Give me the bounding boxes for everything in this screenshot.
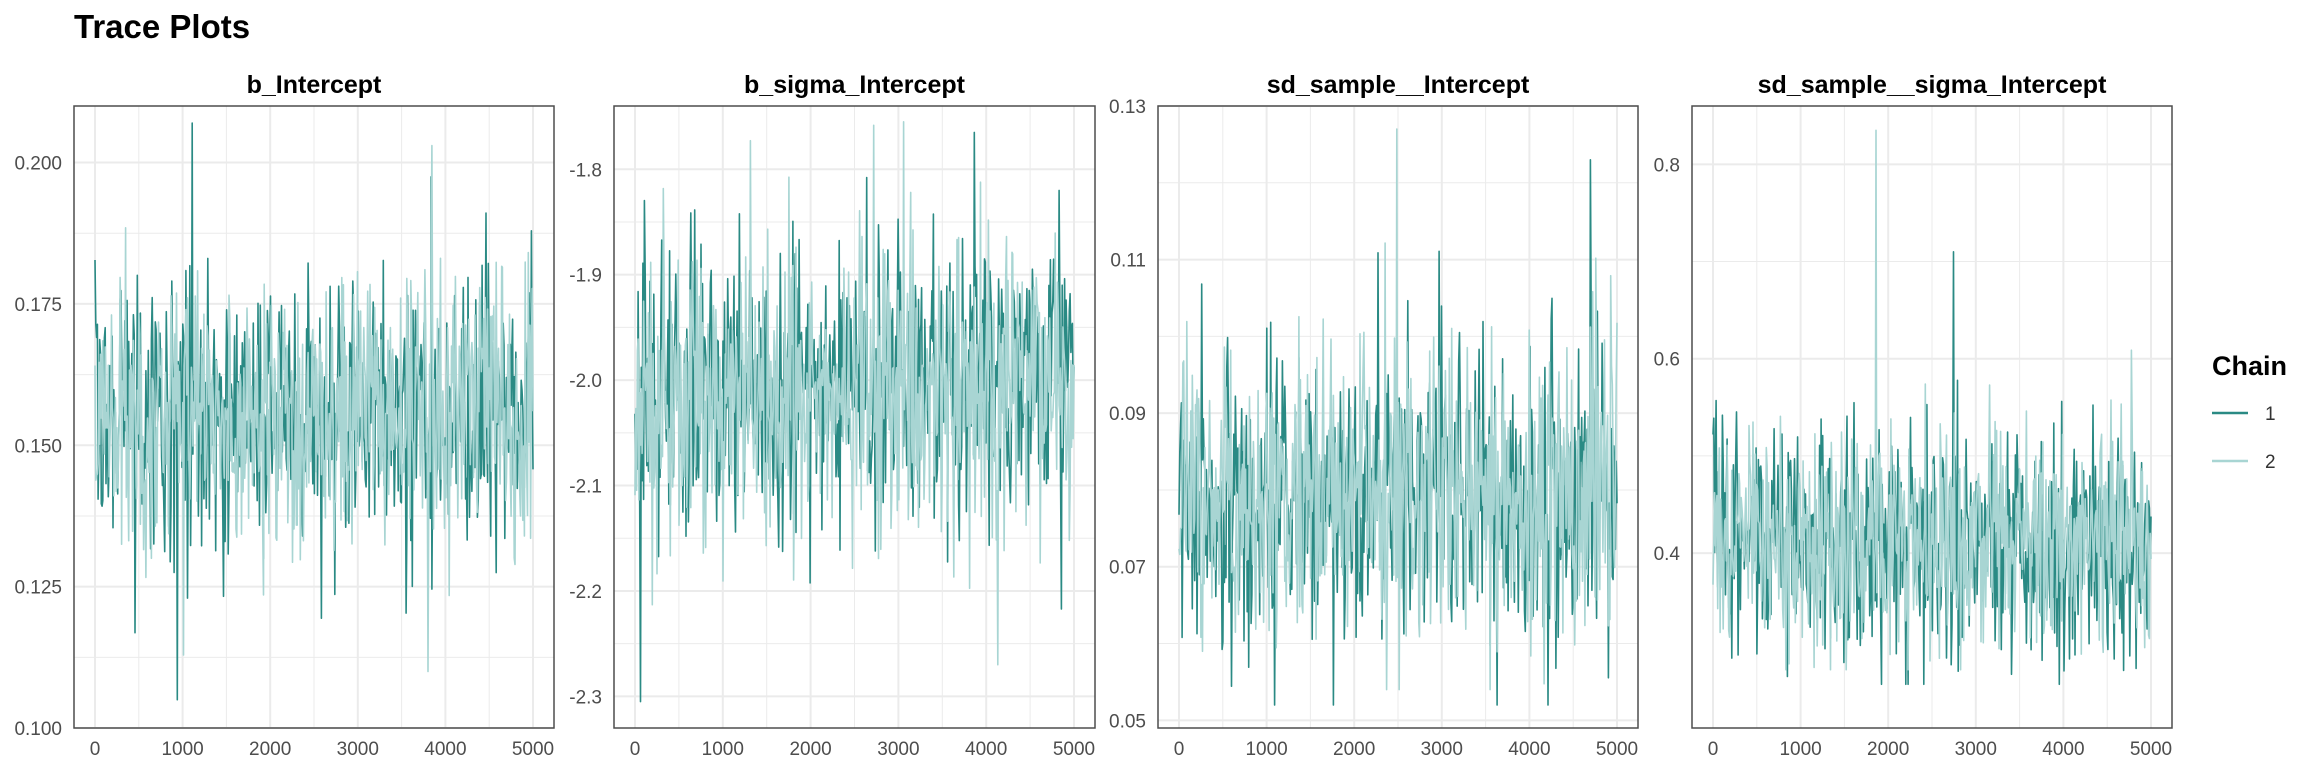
panel-border xyxy=(613,105,1096,729)
x-tick-label: 3000 xyxy=(877,739,919,760)
y-tick-label: 0.100 xyxy=(14,719,62,740)
y-tick-label: 0.11 xyxy=(1110,251,1146,272)
x-tick-label: 5000 xyxy=(2130,739,2172,760)
y-tick-label: 0.13 xyxy=(1109,97,1146,118)
y-tick-label: 0.07 xyxy=(1109,558,1146,579)
x-tick-label: 2000 xyxy=(249,739,291,760)
x-tick-label: 2000 xyxy=(1867,739,1909,760)
trace-line-chain-2 xyxy=(634,121,1075,666)
x-tick-label: 2000 xyxy=(1333,739,1375,760)
page-title: Trace Plots xyxy=(74,8,251,45)
y-tick-label: 0.05 xyxy=(1109,711,1146,732)
x-tick-label: 5000 xyxy=(1596,739,1638,760)
x-tick-label: 0 xyxy=(90,739,101,760)
x-tick-label: 5000 xyxy=(512,739,554,760)
x-tick-label: 0 xyxy=(1174,739,1185,760)
x-tick-label: 1000 xyxy=(161,739,203,760)
y-tick-label: -2.0 xyxy=(569,371,602,392)
x-tick-label: 3000 xyxy=(1421,739,1463,760)
trace-line-chain-2 xyxy=(1712,129,2152,671)
y-tick-label: 0.4 xyxy=(1654,544,1681,565)
y-tick-label: 0.09 xyxy=(1109,404,1146,425)
x-tick-label: 1000 xyxy=(702,739,744,760)
x-tick-label: 0 xyxy=(630,739,641,760)
x-tick-label: 5000 xyxy=(1053,739,1095,760)
panel-border xyxy=(1157,105,1639,729)
y-tick-label: -1.8 xyxy=(569,160,602,181)
x-tick-label: 2000 xyxy=(789,739,831,760)
x-tick-label: 4000 xyxy=(1508,739,1550,760)
y-tick-label: -2.3 xyxy=(569,687,602,708)
legend-title: Chain xyxy=(2212,351,2287,381)
x-tick-label: 1000 xyxy=(1245,739,1287,760)
legend-label-chain-2: 2 xyxy=(2265,452,2276,473)
x-tick-label: 3000 xyxy=(1955,739,1997,760)
panel-title: b_Intercept xyxy=(247,71,382,99)
y-tick-label: -1.9 xyxy=(569,266,602,287)
x-tick-label: 1000 xyxy=(1779,739,1821,760)
panel-title: b_sigma_Intercept xyxy=(744,71,966,99)
y-tick-label: 0.6 xyxy=(1654,350,1680,371)
y-tick-label: 0.8 xyxy=(1654,155,1680,176)
x-tick-label: 4000 xyxy=(965,739,1007,760)
x-tick-label: 4000 xyxy=(424,739,466,760)
x-tick-label: 0 xyxy=(1708,739,1719,760)
x-tick-label: 3000 xyxy=(337,739,379,760)
y-tick-label: 0.200 xyxy=(14,154,62,175)
y-tick-label: 0.125 xyxy=(14,578,62,599)
trace-line-chain-2 xyxy=(1178,128,1618,691)
legend-label-chain-1: 1 xyxy=(2265,404,2276,425)
x-tick-label: 4000 xyxy=(2042,739,2084,760)
panel-title: sd_sample__sigma_Intercept xyxy=(1758,71,2107,99)
panel-border xyxy=(1691,105,2173,729)
panel-border xyxy=(73,105,555,729)
trace-line-chain-2 xyxy=(94,144,534,673)
y-tick-label: -2.1 xyxy=(569,477,602,498)
y-tick-label: -2.2 xyxy=(569,582,602,603)
y-tick-label: 0.150 xyxy=(14,436,62,457)
panel-title: sd_sample__Intercept xyxy=(1267,71,1530,99)
y-tick-label: 0.175 xyxy=(14,295,62,316)
